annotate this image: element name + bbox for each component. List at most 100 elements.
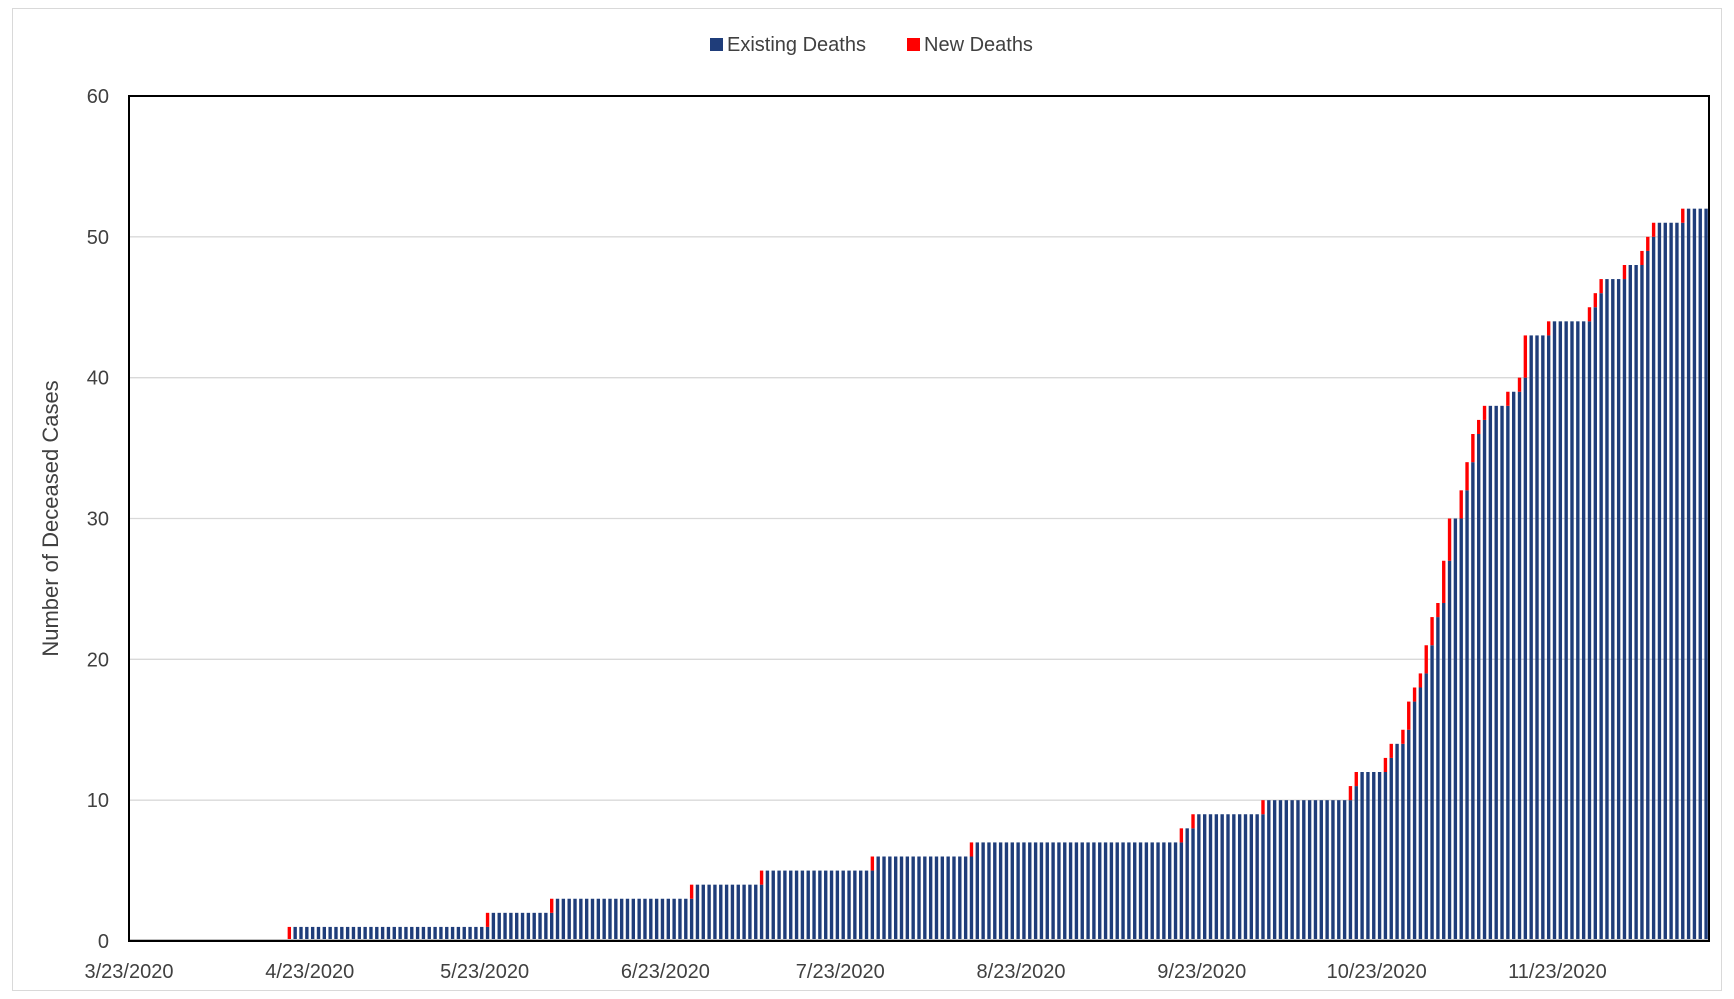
y-tick-label: 20: [87, 649, 109, 671]
bar-existing-deaths: [369, 926, 373, 941]
y-tick-label: 30: [87, 509, 109, 531]
bar-existing-deaths: [1453, 518, 1458, 941]
bar-existing-deaths: [509, 912, 513, 941]
x-tick-label: 5/23/2020: [440, 961, 529, 983]
bar-existing-deaths: [1028, 842, 1032, 941]
bar-existing-deaths: [567, 898, 571, 941]
bar-existing-deaths: [1208, 814, 1213, 941]
bar-existing-deaths: [316, 926, 321, 941]
bar-new-deaths: [1412, 687, 1417, 702]
bar-existing-deaths: [1552, 321, 1557, 941]
gridlines: [129, 236, 1709, 801]
bar-existing-deaths: [1063, 842, 1067, 941]
bar-existing-deaths: [1558, 321, 1563, 941]
bar-existing-deaths: [334, 926, 338, 941]
bar-existing-deaths: [1651, 236, 1656, 942]
bar-existing-deaths: [1103, 842, 1108, 941]
bar-existing-deaths: [1436, 617, 1440, 941]
bar-existing-deaths: [462, 926, 466, 941]
bar-existing-deaths: [1325, 800, 1329, 941]
bar-existing-deaths: [392, 926, 396, 941]
bar-existing-deaths: [450, 926, 455, 941]
y-tick-label: 10: [87, 790, 109, 812]
bar-existing-deaths: [1278, 800, 1283, 941]
plot-area-border: [128, 95, 1710, 942]
bar-existing-deaths: [859, 870, 863, 941]
bar-existing-deaths: [1576, 321, 1580, 941]
bar-existing-deaths: [730, 884, 735, 941]
bar-existing-deaths: [363, 926, 367, 941]
bar-existing-deaths: [1144, 842, 1149, 941]
bar-existing-deaths: [415, 926, 420, 941]
bar-existing-deaths: [1168, 842, 1172, 941]
bar-existing-deaths: [1616, 279, 1621, 941]
bar-new-deaths: [1622, 265, 1627, 280]
bar-new-deaths: [1546, 321, 1551, 336]
bar-existing-deaths: [829, 870, 834, 941]
bar-existing-deaths: [614, 898, 618, 941]
bar-existing-deaths: [631, 898, 636, 941]
bar-existing-deaths: [841, 870, 845, 941]
bar-existing-deaths: [1459, 518, 1463, 941]
bar-existing-deaths: [1698, 208, 1702, 941]
bar-existing-deaths: [678, 898, 682, 941]
bar-existing-deaths: [899, 856, 904, 941]
bar-existing-deaths: [1570, 321, 1574, 941]
bar-new-deaths: [1471, 434, 1475, 463]
bar-existing-deaths: [1068, 842, 1073, 941]
bar-existing-deaths: [322, 926, 327, 941]
bar-existing-deaths: [1611, 279, 1615, 941]
bar-existing-deaths: [456, 926, 461, 941]
bar-existing-deaths: [1412, 701, 1417, 941]
bar-existing-deaths: [345, 926, 350, 941]
bar-existing-deaths: [958, 856, 962, 941]
bar-new-deaths: [1506, 391, 1510, 406]
bar-existing-deaths: [445, 926, 449, 941]
bar-new-deaths: [1179, 828, 1184, 843]
bar-existing-deaths: [625, 898, 630, 941]
bar-existing-deaths: [649, 898, 653, 941]
bar-existing-deaths: [1039, 842, 1044, 941]
bar-new-deaths: [1424, 645, 1428, 674]
bar-existing-deaths: [946, 856, 950, 941]
bar-existing-deaths: [707, 884, 711, 941]
bar-new-deaths: [1348, 786, 1353, 801]
bar-existing-deaths: [905, 856, 910, 941]
bar-existing-deaths: [305, 926, 309, 941]
bar-existing-deaths: [1634, 265, 1638, 941]
bar-existing-deaths: [380, 926, 385, 941]
bar-existing-deaths: [975, 842, 979, 941]
bar-existing-deaths: [619, 898, 624, 941]
bar-existing-deaths: [917, 856, 921, 941]
bar-existing-deaths: [1599, 293, 1603, 942]
bar-existing-deaths: [1290, 800, 1294, 941]
bar-existing-deaths: [1675, 222, 1679, 941]
bar-existing-deaths: [1669, 222, 1673, 941]
y-axis-title: Number of Deceased Cases: [38, 380, 63, 656]
bar-new-deaths: [1354, 772, 1358, 787]
bar-existing-deaths: [410, 926, 414, 941]
bar-existing-deaths: [1121, 842, 1125, 941]
bar-existing-deaths: [1477, 434, 1481, 941]
bar-existing-deaths: [1447, 560, 1452, 941]
bar-new-deaths: [759, 870, 764, 885]
bar-existing-deaths: [818, 870, 822, 941]
bar-existing-deaths: [1057, 842, 1061, 941]
bar-existing-deaths: [520, 912, 525, 941]
bar-existing-deaths: [1255, 814, 1259, 941]
bar-existing-deaths: [480, 926, 484, 941]
bar-existing-deaths: [800, 870, 805, 941]
bar-existing-deaths: [1692, 208, 1697, 941]
bar-new-deaths: [689, 884, 694, 899]
bar-existing-deaths: [1628, 265, 1632, 941]
bar-existing-deaths: [398, 926, 402, 941]
bar-existing-deaths: [1004, 842, 1009, 941]
bar-existing-deaths: [777, 870, 781, 941]
bar-existing-deaths: [1401, 743, 1405, 941]
bar-existing-deaths: [759, 884, 764, 941]
bar-existing-deaths: [1045, 842, 1049, 941]
bar-new-deaths: [870, 856, 875, 871]
bar-new-deaths: [1517, 377, 1522, 392]
x-tick-label: 3/23/2020: [85, 961, 174, 983]
bar-existing-deaths: [1564, 321, 1568, 941]
